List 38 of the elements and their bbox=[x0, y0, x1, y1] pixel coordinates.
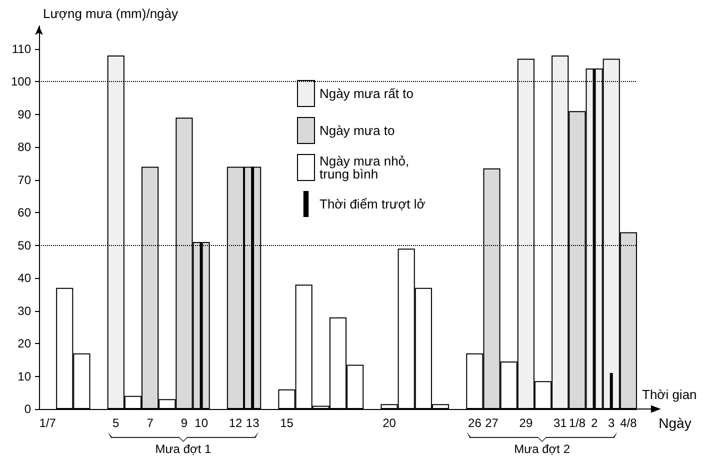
legend-label: Ngày mưa rất to bbox=[320, 86, 414, 101]
y-tick-label: 50 bbox=[18, 238, 32, 252]
x-tick-label: 2 bbox=[590, 416, 598, 430]
y-tick-label: 20 bbox=[18, 336, 32, 351]
x-tick-label: 12 bbox=[228, 416, 242, 430]
y-tick-label: 80 bbox=[18, 140, 32, 154]
x-tick-label: 29 bbox=[519, 416, 533, 430]
y-tick-label: 30 bbox=[18, 304, 32, 318]
y-tick-label: 110 bbox=[12, 42, 32, 56]
y-tick-label: 90 bbox=[18, 107, 32, 122]
x-tick-label: 7 bbox=[146, 416, 154, 430]
x-tick-label: 4/8 bbox=[620, 416, 638, 430]
y-tick-label: 60 bbox=[18, 206, 32, 220]
x-tick-label: 3 bbox=[608, 416, 616, 430]
y-tick-label: 100 bbox=[10, 74, 32, 89]
text: Mưa đợt 1 bbox=[155, 442, 212, 456]
y-tick-label: 40 bbox=[18, 271, 32, 286]
x-tick-label: 10 bbox=[194, 416, 208, 430]
y-axis-title: Lượng mưa (mm)/ngày bbox=[43, 6, 179, 21]
text: Mưa đợt 2 bbox=[514, 442, 570, 456]
x-tick-label: 31 bbox=[553, 416, 568, 430]
y-tick-label: 10 bbox=[18, 369, 32, 384]
x-tick-label: 5 bbox=[112, 416, 120, 430]
x-axis-title: Thời gian bbox=[642, 387, 697, 402]
text: Ngày bbox=[658, 415, 692, 431]
legend-label: Ngày mưa to bbox=[320, 123, 395, 138]
x-tick-label: 1/7 bbox=[39, 416, 56, 430]
x-tick-label: 27 bbox=[485, 416, 499, 430]
x-tick-label: 20 bbox=[382, 416, 396, 430]
legend-label: Ngày mưa nhỏ, trung bình bbox=[320, 154, 410, 182]
y-tick-label: 70 bbox=[18, 172, 32, 187]
legend-label: Thời điểm trượt lở bbox=[320, 196, 426, 212]
y-tick-label: 0 bbox=[24, 402, 32, 416]
x-tick-label: 15 bbox=[280, 416, 294, 430]
x-tick-label: 9 bbox=[180, 416, 188, 430]
x-tick-label: 26 bbox=[468, 416, 482, 430]
x-tick-label: 13 bbox=[246, 416, 260, 430]
x-tick-label: 1/8 bbox=[568, 416, 586, 430]
